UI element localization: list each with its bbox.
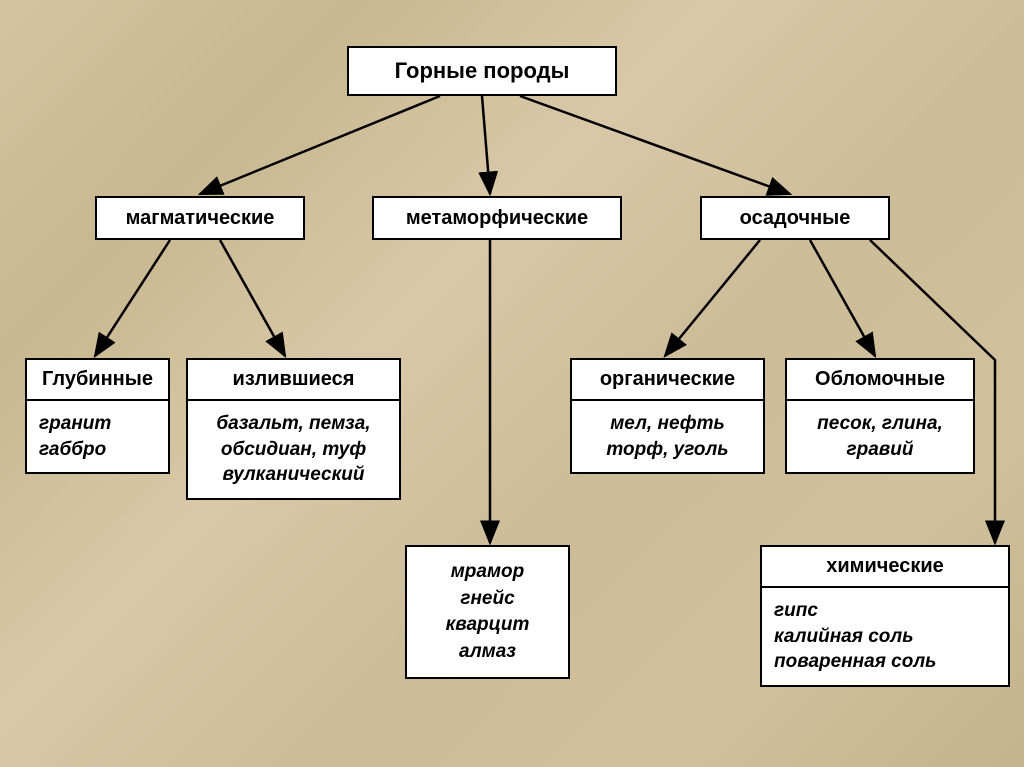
root-label: Горные породы [395, 58, 570, 84]
metamorphic-content: мрамор гнейс кварцит алмаз [446, 559, 530, 665]
edge-root-sedimentary [520, 96, 790, 194]
deep-node: Глубинные гранит габбро [25, 358, 170, 474]
edge-sedimentary-clastic [810, 240, 875, 356]
chemical-content: гипс калийная соль поваренная соль [762, 588, 1008, 685]
edge-sedimentary-organic [665, 240, 760, 356]
magmatic-node: магматические [95, 196, 305, 240]
metamorphic-content-node: мрамор гнейс кварцит алмаз [405, 545, 570, 679]
chemical-node: химические гипс калийная соль поваренная… [760, 545, 1010, 687]
magmatic-label: магматические [126, 207, 275, 230]
organic-content: мел, нефть торф, уголь [572, 401, 763, 472]
deep-content: гранит габбро [27, 401, 168, 472]
effusive-content: базальт, пемза, обсидиан, туф вулканичес… [188, 401, 399, 498]
metamorphic-label: метаморфические [406, 207, 588, 230]
sedimentary-node: осадочные [700, 196, 890, 240]
clastic-node: Обломочные песок, глина, гравий [785, 358, 975, 474]
chemical-header: химические [762, 547, 1008, 588]
clastic-content: песок, глина, гравий [787, 401, 973, 472]
organic-node: органические мел, нефть торф, уголь [570, 358, 765, 474]
organic-header: органические [572, 360, 763, 401]
root-node: Горные породы [347, 46, 617, 96]
clastic-header: Обломочные [787, 360, 973, 401]
metamorphic-node: метаморфические [372, 196, 622, 240]
edge-magmatic-deep [95, 240, 170, 356]
edge-magmatic-effusive [220, 240, 285, 356]
edge-root-magmatic [200, 96, 440, 194]
sedimentary-label: осадочные [740, 207, 851, 230]
effusive-node: излившиеся базальт, пемза, обсидиан, туф… [186, 358, 401, 500]
effusive-header: излившиеся [188, 360, 399, 401]
edge-root-metamorphic [482, 96, 490, 194]
deep-header: Глубинные [27, 360, 168, 401]
